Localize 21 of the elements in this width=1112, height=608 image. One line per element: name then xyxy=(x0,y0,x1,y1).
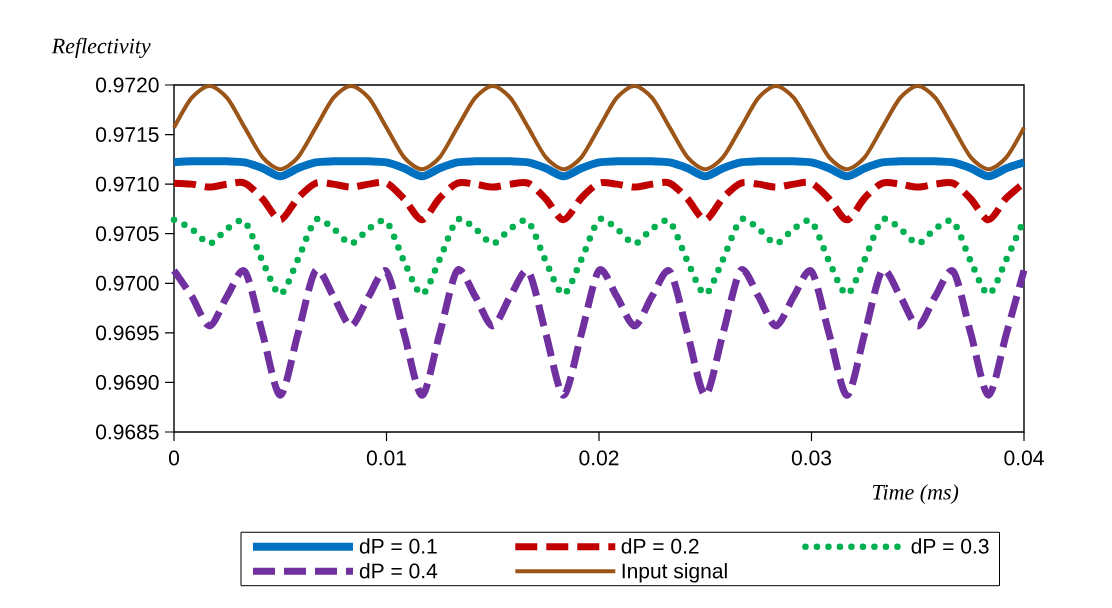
y-tick-label: 0.9685 xyxy=(96,424,159,440)
x-tick-label: 0.02 xyxy=(579,450,619,466)
legend-label: dP = 0.3 xyxy=(911,538,989,554)
x-tick-label: 0.04 xyxy=(1004,450,1044,466)
y-tick-label: 0.9690 xyxy=(96,374,159,390)
legend-label: dP = 0.4 xyxy=(359,562,438,579)
x-tick-label: 0.03 xyxy=(791,450,832,466)
x-axis-title: Time (ms) xyxy=(872,484,959,505)
y-axis-title: Reflectivity xyxy=(51,37,151,58)
y-tick-label: 0.9700 xyxy=(96,275,159,291)
legend-label: dP = 0.2 xyxy=(621,538,699,554)
y-tick-label: 0.9695 xyxy=(96,325,159,341)
y-tick-label: 0.9705 xyxy=(96,226,159,242)
legend-label: Input signal xyxy=(622,562,727,583)
y-tick-label: 0.9715 xyxy=(96,127,159,142)
line-series xyxy=(172,83,1026,172)
x-tick-label: 0.01 xyxy=(366,450,406,466)
legend-label: dP = 0.1 xyxy=(359,538,437,554)
y-tick-label: 0.9720 xyxy=(96,77,159,93)
y-tick-label: 0.9710 xyxy=(96,176,159,192)
x-tick-label: 0 xyxy=(168,450,180,466)
